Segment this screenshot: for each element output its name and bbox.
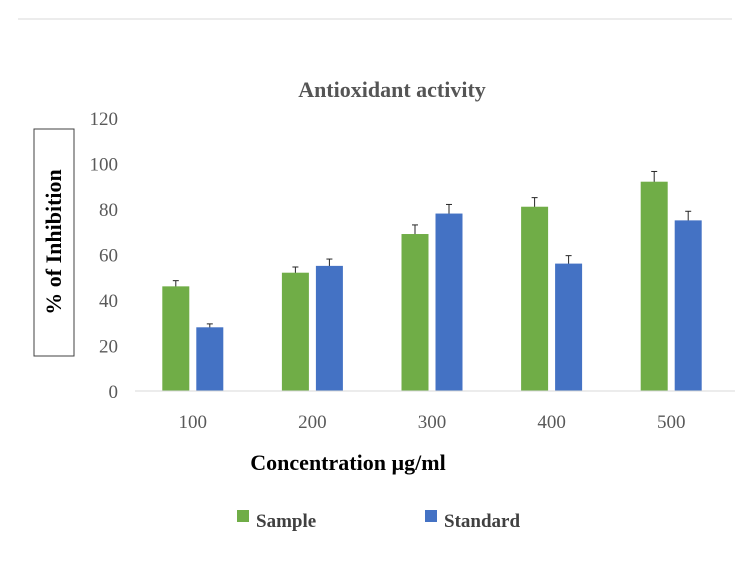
bar-sample-100 — [162, 286, 190, 391]
bar-standard-200 — [315, 265, 343, 391]
legend-swatch-sample — [237, 510, 249, 522]
legend-swatch-standard — [425, 510, 437, 522]
bar-sample-200 — [281, 272, 309, 391]
bar-standard-300 — [435, 213, 463, 391]
legend-label-standard: Standard — [444, 511, 520, 532]
error-bars — [172, 170, 692, 332]
bar-standard-100 — [196, 327, 224, 391]
bars — [162, 181, 702, 391]
legend: Sample Standard — [237, 510, 520, 532]
bar-sample-500 — [640, 181, 668, 391]
y-axis-label-box — [33, 128, 75, 357]
x-tick-label: 100 — [179, 412, 208, 433]
x-tick-label: 300 — [418, 412, 447, 433]
y-tick-label: 80 — [99, 200, 118, 221]
y-tick-label: 120 — [90, 109, 119, 130]
x-tick-label: 400 — [537, 412, 566, 433]
y-tick-label: 20 — [99, 337, 118, 358]
y-tick-label: 100 — [90, 155, 119, 176]
y-tick-label: 0 — [109, 382, 119, 403]
y-axis-label: % of Inhibition — [41, 169, 66, 315]
bar-standard-500 — [674, 220, 702, 391]
legend-label-sample: Sample — [256, 511, 316, 532]
bar-sample-300 — [401, 234, 429, 391]
x-tick-label: 500 — [657, 412, 686, 433]
x-axis-ticks: 100 200 300 400 500 — [179, 412, 686, 433]
bar-sample-400 — [521, 206, 549, 391]
y-axis-ticks: 0 20 40 60 80 100 120 — [90, 109, 119, 403]
x-axis-label: Concentration µg/ml — [250, 450, 445, 475]
y-tick-label: 60 — [99, 246, 118, 267]
chart-title: Antioxidant activity — [298, 77, 486, 102]
bar-standard-400 — [555, 263, 583, 391]
y-tick-label: 40 — [99, 291, 118, 312]
x-tick-label: 200 — [298, 412, 327, 433]
